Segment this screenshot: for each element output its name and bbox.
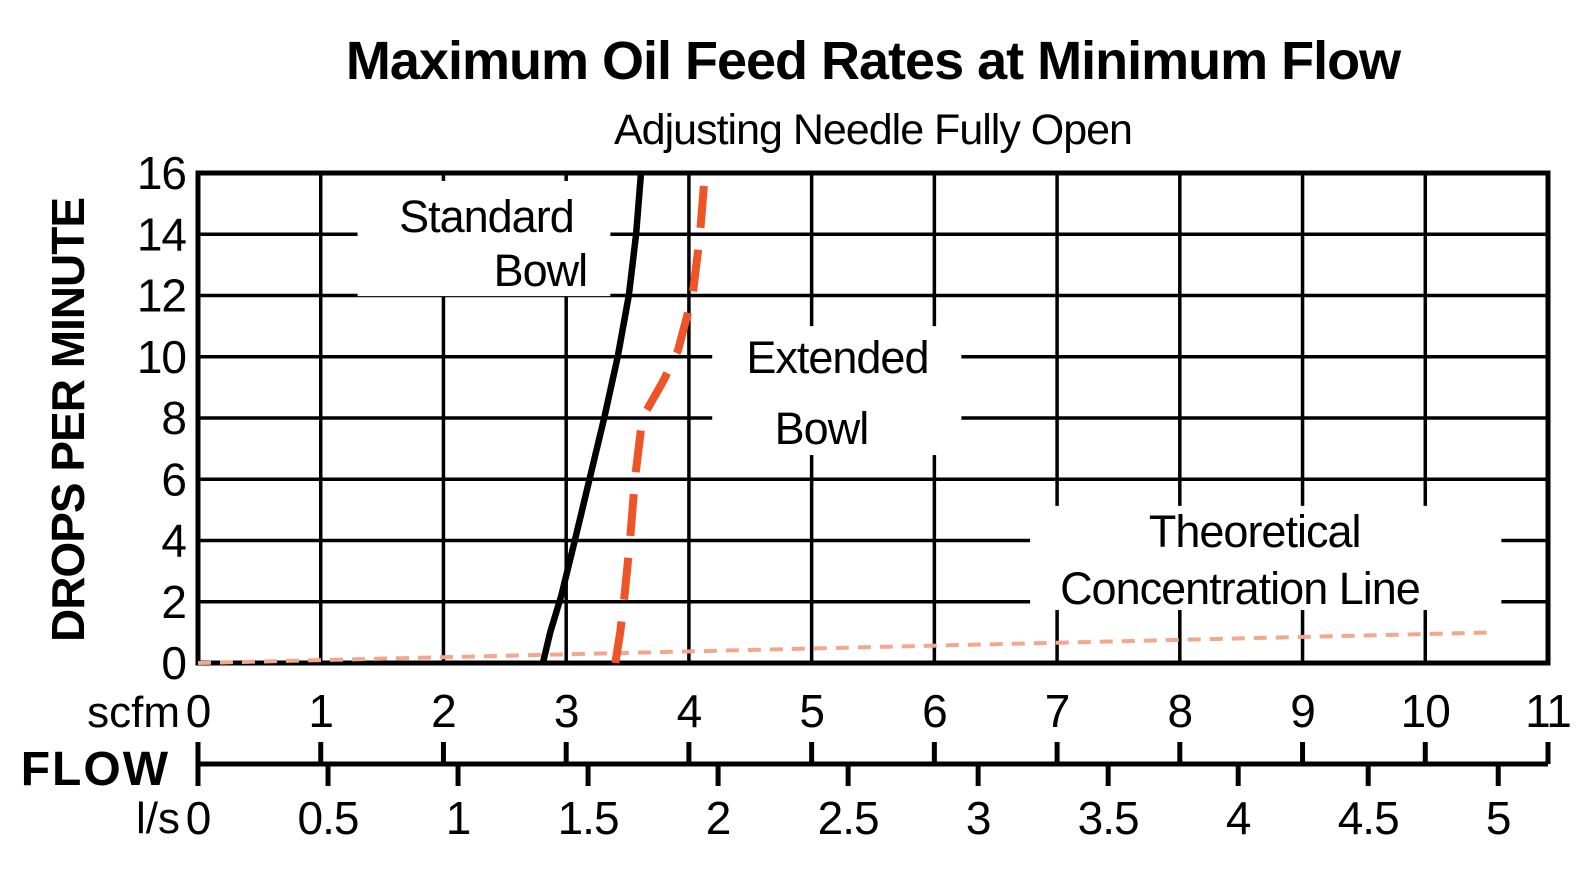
scfm-tick-label-10: 10 [1401, 685, 1450, 737]
y-tick-label-16: 16 [137, 147, 186, 199]
series-label-standard-bowl-line-0: Standard [399, 191, 574, 242]
label-box-extended-bowl [712, 326, 962, 456]
x-axis-unit-ls: l/s [136, 794, 180, 843]
scfm-tick-label-1: 1 [308, 685, 333, 737]
ls-tick-label-3-5: 3.5 [1078, 792, 1139, 844]
series-label-theoretical-concentration-line-line-1: Concentration Line [1060, 563, 1420, 614]
y-tick-label-8: 8 [161, 392, 186, 444]
y-tick-label-4: 4 [161, 515, 186, 567]
ls-tick-label-2: 2 [706, 792, 731, 844]
chart-title: Maximum Oil Feed Rates at Minimum Flow [345, 31, 1401, 91]
scfm-tick-label-0: 0 [186, 685, 211, 737]
scfm-tick-label-7: 7 [1045, 685, 1070, 737]
y-tick-label-12: 12 [137, 270, 186, 322]
ls-tick-label-3: 3 [966, 792, 991, 844]
scfm-tick-label-8: 8 [1168, 685, 1193, 737]
scfm-tick-label-4: 4 [677, 685, 702, 737]
series-label-standard-bowl-line-1: Bowl [494, 245, 588, 296]
ls-tick-label-5: 5 [1486, 792, 1511, 844]
ls-tick-label-0: 0 [186, 792, 211, 844]
scfm-tick-label-9: 9 [1290, 685, 1315, 737]
y-tick-label-14: 14 [137, 208, 187, 260]
series-label-extended-bowl-line-1: Bowl [775, 403, 869, 454]
series-label-theoretical-concentration-line-line-0: Theoretical [1149, 506, 1361, 557]
label-box-standard-bowl [357, 180, 611, 297]
series-label-extended-bowl-line-0: Extended [746, 332, 928, 383]
x-axis-flow-label: FLOW [20, 743, 170, 796]
ls-tick-label-4-5: 4.5 [1338, 792, 1399, 844]
plot-border [195, 170, 1551, 666]
y-tick-label-0: 0 [161, 637, 186, 689]
y-tick-label-10: 10 [137, 331, 186, 383]
scfm-tick-label-11: 11 [1525, 685, 1571, 737]
ls-tick-label-1-5: 1.5 [558, 792, 619, 844]
ls-tick-label-4: 4 [1226, 792, 1251, 844]
chart-subtitle: Adjusting Needle Fully Open [614, 106, 1133, 154]
ls-tick-label-1: 1 [446, 792, 471, 844]
series-curve-standard-bowl [539, 172, 645, 664]
scfm-tick-label-2: 2 [431, 685, 456, 737]
label-box-theoretical-concentration-line [1030, 505, 1502, 611]
y-tick-label-6: 6 [161, 453, 186, 505]
scfm-tick-label-6: 6 [922, 685, 947, 737]
ls-tick-label-0-5: 0.5 [298, 792, 359, 844]
scfm-tick-label-3: 3 [554, 685, 579, 737]
x-axis-unit-scfm: scfm [87, 688, 180, 737]
y-tick-label-2: 2 [161, 576, 186, 628]
series-curve-extended-bowl [611, 172, 709, 664]
series-curve-theoretical-concentration-line [197, 630, 1496, 665]
ls-tick-label-2-5: 2.5 [818, 792, 879, 844]
scfm-tick-label-5: 5 [799, 685, 824, 737]
